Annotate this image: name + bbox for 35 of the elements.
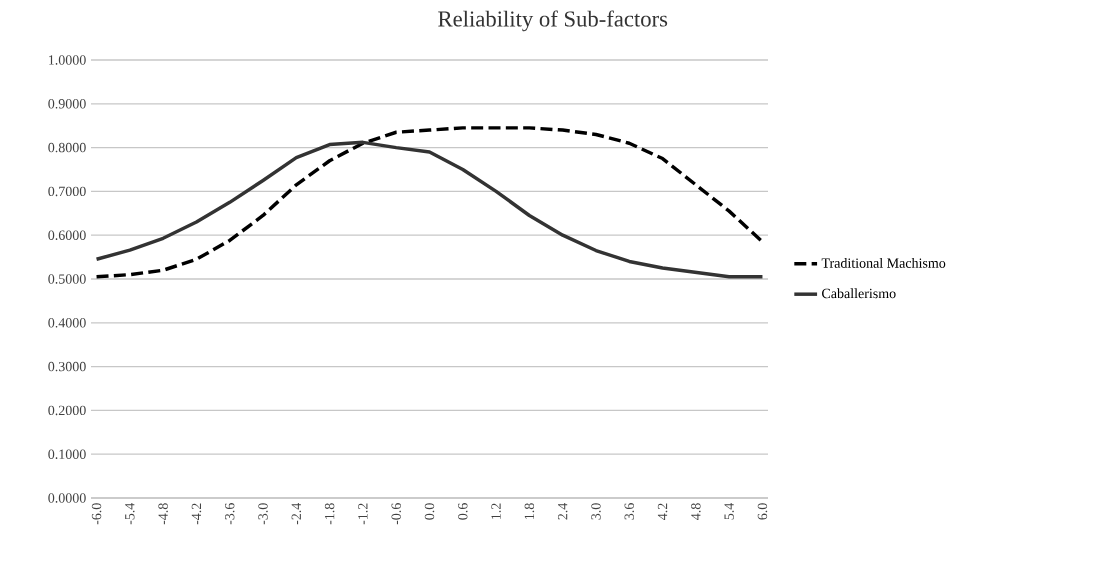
x-tick-label: -6.0 [91, 503, 102, 525]
y-tick-label: 0.0000 [48, 493, 86, 503]
x-tick-label: -5.4 [125, 502, 135, 525]
x-tick-label: 1.8 [524, 503, 535, 519]
x-tick-label: 1.2 [491, 503, 501, 519]
x-tick-label: -3.6 [225, 503, 235, 525]
y-tick-label: 0.1000 [48, 449, 86, 459]
legend-label: Caballerismo [822, 288, 896, 299]
x-tick-label: 3.6 [624, 503, 634, 520]
y-tick-label: 0.7000 [48, 186, 86, 197]
y-tick-label: 0.5000 [48, 274, 86, 284]
y-tick-label: 1.0000 [49, 55, 86, 65]
y-tick-label: 0.4000 [48, 318, 86, 328]
x-tick-label: 3.0 [591, 503, 601, 520]
x-tick-label: 0.0 [424, 503, 435, 520]
x-tick-label: 0.6 [458, 503, 468, 520]
x-tick-label: 4.8 [691, 503, 701, 520]
x-tick-label: -2.4 [291, 502, 302, 525]
y-tick-label: 0.8000 [48, 142, 86, 153]
y-tick-label: 0.6000 [48, 230, 86, 240]
y-tick-label: 0.9000 [48, 99, 86, 109]
chart-title: Reliability of Sub-factors [438, 10, 668, 32]
y-tick-label: 0.2000 [48, 405, 86, 416]
x-tick-label: 5.4 [724, 502, 734, 520]
x-tick-label: -4.2 [191, 503, 202, 525]
x-tick-label: -1.2 [358, 503, 368, 525]
x-tick-label: -0.6 [391, 503, 401, 525]
x-tick-label: 2.4 [557, 502, 568, 520]
y-tick-label: 0.3000 [48, 361, 86, 372]
x-tick-label: -1.8 [324, 503, 335, 525]
x-tick-label: -4.8 [158, 503, 168, 525]
x-tick-label: -3.0 [258, 503, 268, 525]
x-tick-label: 4.2 [657, 503, 668, 520]
x-tick-label: 6.0 [757, 503, 768, 520]
legend-label: Traditional Machismo [821, 257, 946, 268]
